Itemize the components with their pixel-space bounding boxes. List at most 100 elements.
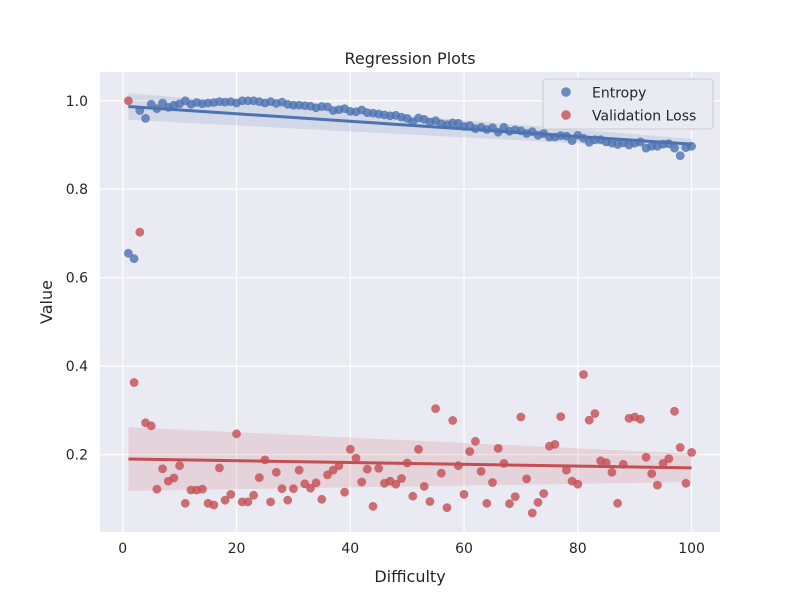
validation-loss-point (243, 497, 253, 507)
entropy-point (670, 143, 679, 153)
validation-loss-point (198, 484, 207, 494)
x-tick-label: 80 (569, 541, 587, 557)
validation-loss-point (408, 491, 418, 501)
x-tick-label: 60 (455, 541, 473, 557)
x-tick-label: 0 (118, 541, 127, 557)
validation-loss-point (266, 497, 275, 507)
validation-loss-point (180, 498, 190, 508)
validation-loss-point (414, 444, 423, 454)
validation-loss-point (345, 444, 355, 454)
validation-loss-point (351, 453, 361, 463)
validation-loss-point (459, 490, 469, 499)
validation-loss-point (340, 487, 349, 497)
y-tick-label: 0.4 (66, 359, 88, 375)
validation-loss-point (493, 444, 503, 453)
legend: Entropy Validation Loss (542, 78, 714, 130)
validation-loss-point (647, 469, 657, 478)
validation-loss-point (670, 406, 679, 416)
validation-loss-point (448, 416, 458, 425)
validation-loss-point (232, 429, 241, 439)
entropy-point (567, 136, 577, 146)
validation-loss-point (175, 461, 185, 471)
legend-label-entropy: Entropy (592, 86, 646, 102)
validation-loss-point (607, 467, 617, 477)
validation-loss-point (687, 448, 696, 457)
validation-loss-point (550, 440, 560, 449)
x-tick-label: 40 (341, 541, 359, 557)
validation-loss-point (135, 227, 145, 237)
validation-loss-point (146, 421, 156, 431)
legend-marker-validation-loss (561, 110, 571, 120)
validation-loss-point (357, 477, 367, 487)
validation-loss-point (425, 497, 435, 506)
x-tick-label: 100 (678, 541, 705, 557)
validation-loss-point (505, 499, 514, 509)
validation-loss-point (311, 478, 321, 488)
validation-loss-point (510, 492, 520, 501)
y-tick-label: 0.6 (66, 271, 88, 287)
validation-loss-point (584, 415, 594, 425)
validation-loss-point (391, 479, 401, 489)
validation-loss-point (613, 498, 622, 508)
chart-title: Regression Plots (344, 49, 475, 68)
validation-loss-point (306, 483, 315, 493)
validation-loss-point (590, 409, 600, 418)
legend-label-validation-loss: Validation Loss (592, 109, 696, 125)
validation-loss-confidence-band (128, 427, 692, 491)
validation-loss-point (317, 494, 327, 504)
validation-loss-point (249, 490, 258, 500)
validation-loss-point (158, 464, 168, 474)
validation-loss-point (601, 458, 611, 467)
legend-marker-entropy (561, 87, 571, 97)
validation-loss-point (220, 495, 230, 505)
validation-loss-point (476, 467, 486, 476)
entropy-regression-line (128, 105, 692, 146)
validation-loss-point (579, 370, 588, 379)
validation-loss-point (471, 436, 480, 446)
entropy-point (123, 248, 133, 258)
y-tick-label: 0.2 (66, 448, 88, 464)
validation-loss-point (681, 478, 691, 488)
validation-loss-point (539, 489, 549, 498)
validation-loss-point (397, 474, 406, 483)
validation-loss-point (562, 465, 571, 475)
entropy-point (129, 254, 139, 264)
validation-loss-point (431, 404, 440, 413)
validation-loss-point (277, 484, 287, 494)
validation-loss-point (641, 452, 651, 462)
validation-loss-point (653, 480, 662, 490)
validation-loss-point (169, 473, 179, 483)
validation-loss-point (374, 463, 384, 473)
validation-loss-point (123, 96, 133, 106)
validation-loss-point (419, 482, 429, 491)
validation-loss-point (254, 473, 264, 482)
x-axis-label: Difficulty (374, 567, 445, 586)
validation-loss-regression-line (128, 457, 692, 470)
validation-loss-point (527, 508, 537, 518)
validation-loss-point (283, 495, 293, 505)
validation-loss-point (465, 447, 475, 456)
entropy-point (141, 114, 150, 123)
y-tick-label: 0.8 (66, 182, 88, 198)
validation-loss-point (556, 412, 566, 421)
validation-loss-point (436, 468, 446, 478)
validation-loss-point (289, 484, 298, 494)
validation-loss-point (129, 378, 139, 387)
validation-loss-point (442, 503, 452, 513)
validation-loss-point (362, 464, 372, 474)
validation-loss-point (152, 484, 162, 494)
validation-loss-point (368, 501, 378, 511)
validation-loss-point (516, 412, 526, 422)
entropy-point (675, 151, 685, 161)
y-tick-label: 1.0 (66, 94, 88, 110)
validation-loss-point (573, 479, 583, 489)
regression-lines (128, 105, 692, 470)
validation-loss-point (209, 500, 219, 510)
validation-loss-point (482, 498, 492, 508)
y-axis-label: Value (37, 280, 56, 324)
validation-loss-point (664, 454, 674, 463)
validation-loss-point (533, 498, 543, 507)
validation-loss-point (226, 490, 236, 499)
